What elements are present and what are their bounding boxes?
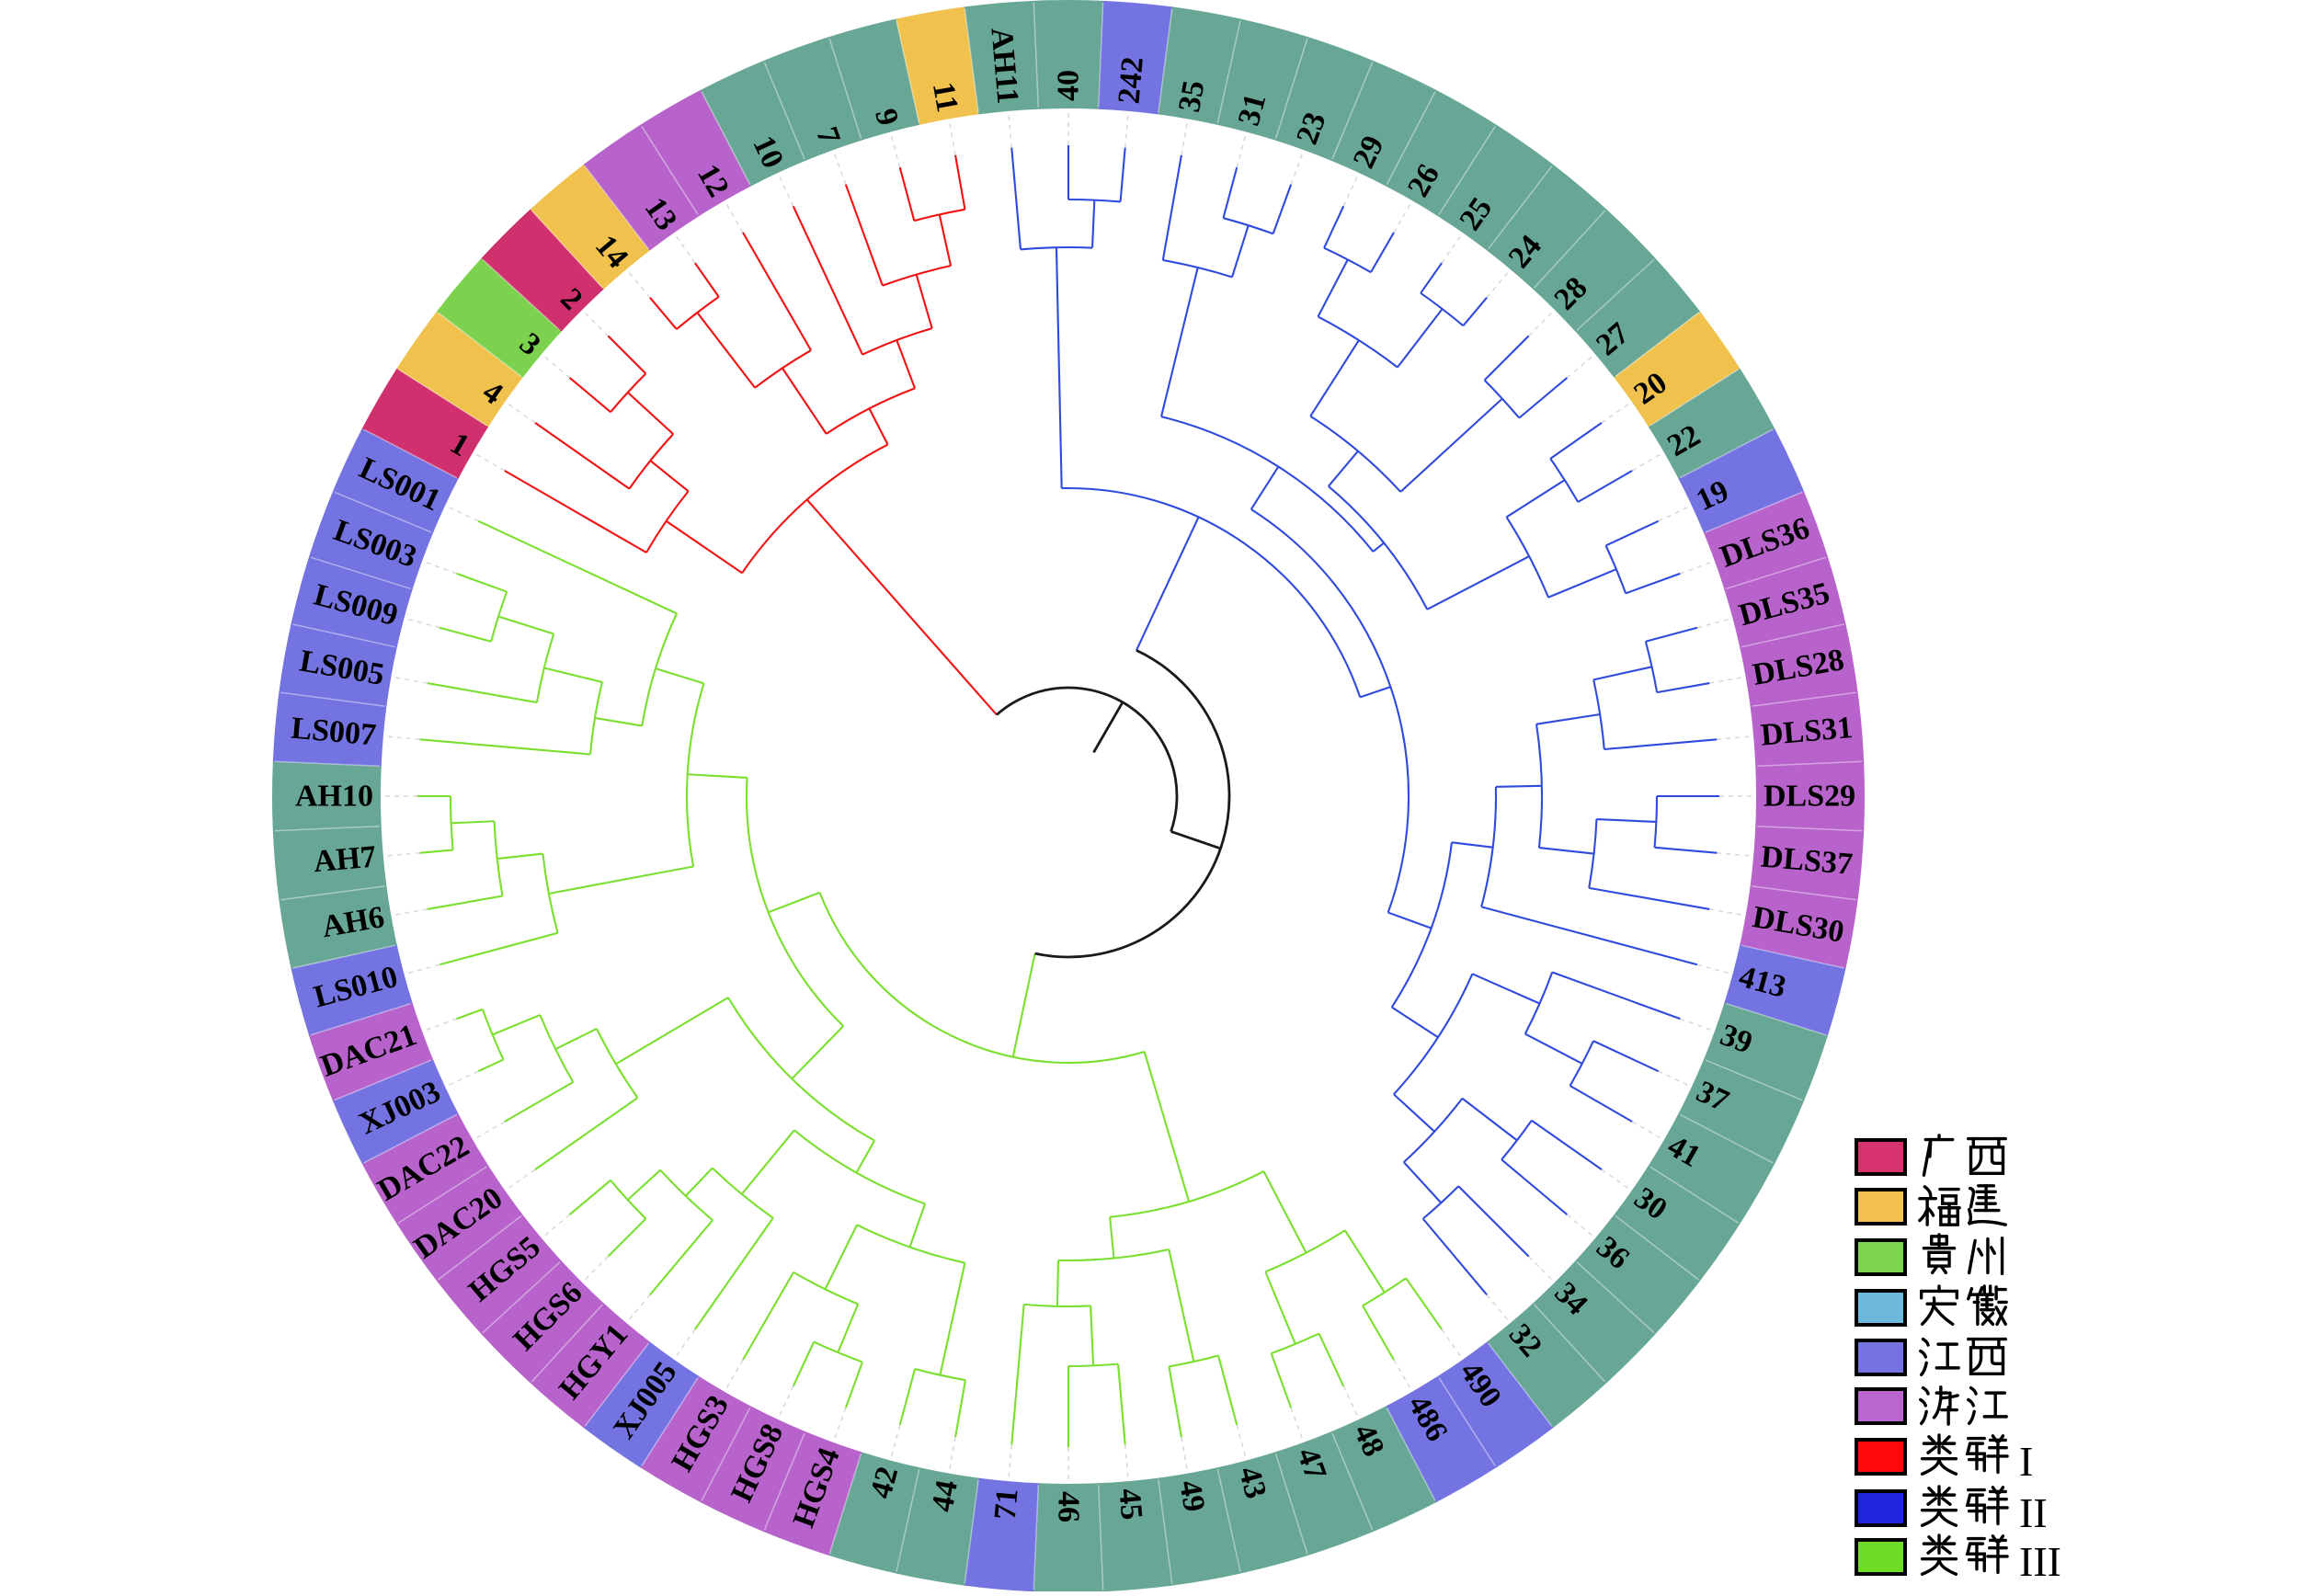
svg-text:49: 49 — [1172, 1477, 1211, 1514]
svg-text:III: III — [2019, 1538, 2061, 1585]
svg-text:DLS37: DLS37 — [1760, 839, 1855, 882]
svg-text:AH11: AH11 — [984, 26, 1024, 105]
svg-text:II: II — [2019, 1489, 2048, 1536]
svg-text:35: 35 — [1172, 78, 1211, 115]
svg-text:44: 44 — [926, 1477, 964, 1514]
svg-text:71: 71 — [988, 1488, 1025, 1522]
svg-text:AH7: AH7 — [313, 839, 378, 879]
svg-text:LS007: LS007 — [290, 712, 377, 753]
svg-text:I: I — [2019, 1438, 2033, 1485]
svg-text:45: 45 — [1112, 1488, 1148, 1522]
svg-text:AH10: AH10 — [295, 780, 373, 814]
svg-text:242: 242 — [1112, 55, 1149, 105]
svg-text:DLS31: DLS31 — [1760, 711, 1855, 753]
svg-text:40: 40 — [1052, 70, 1086, 101]
svg-text:11: 11 — [926, 80, 964, 115]
svg-text:46: 46 — [1052, 1491, 1086, 1522]
svg-text:DLS29: DLS29 — [1763, 780, 1855, 814]
